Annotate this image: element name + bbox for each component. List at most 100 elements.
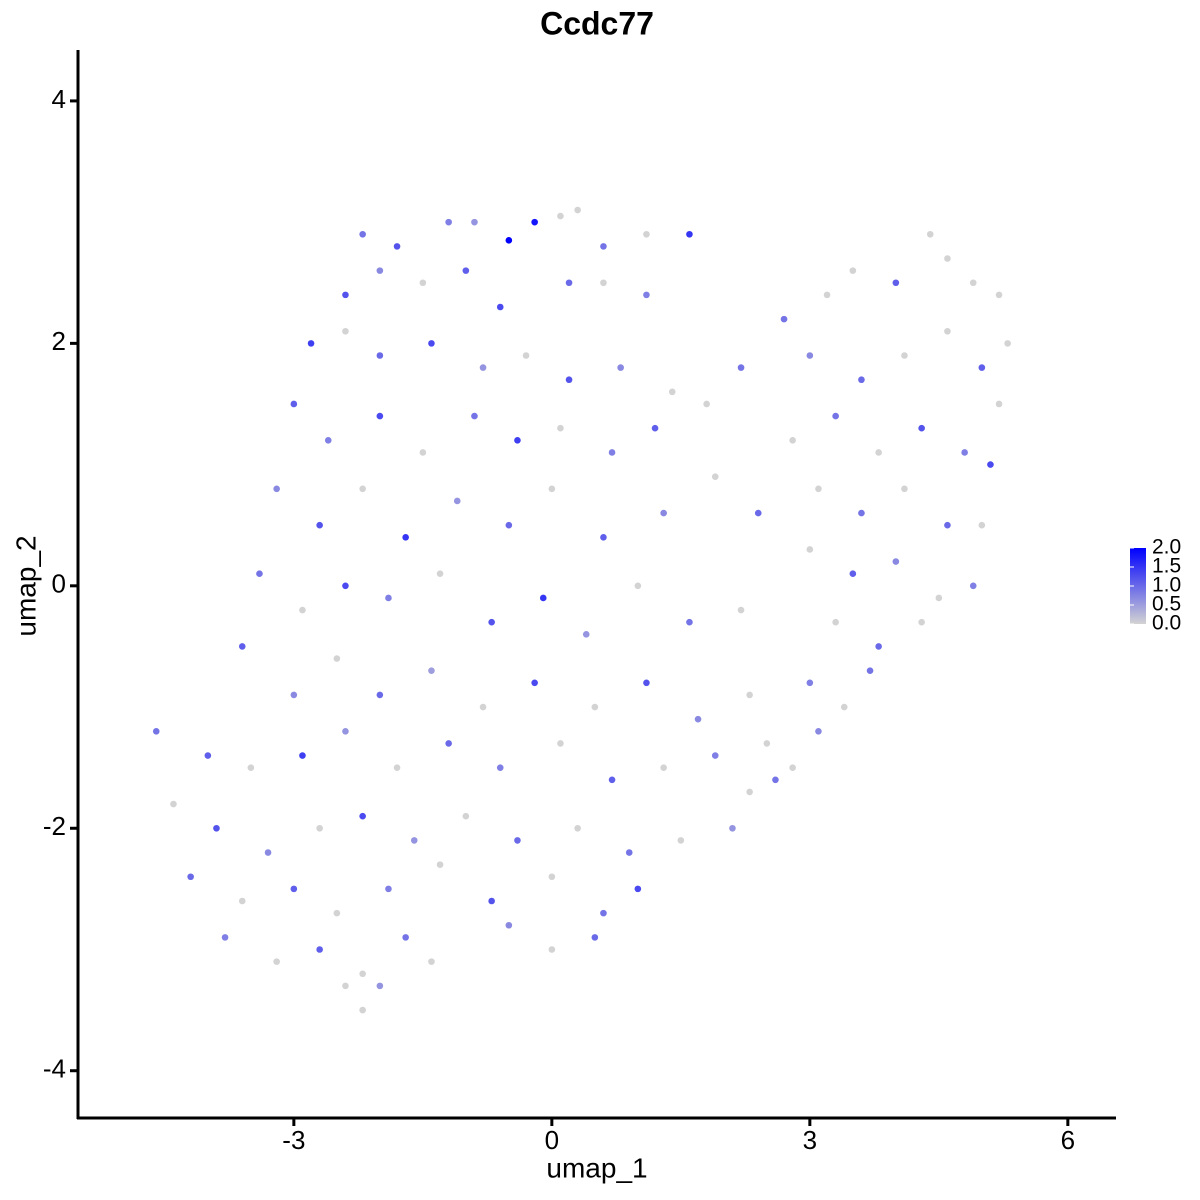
- cell-point: [772, 776, 779, 784]
- cell-point: [428, 958, 435, 965]
- cell-point: [643, 230, 650, 238]
- cell-point: [746, 788, 753, 796]
- cell-point: [901, 485, 908, 493]
- cell-point: [643, 679, 650, 687]
- cell-point: [393, 243, 401, 250]
- cell-point: [453, 497, 461, 505]
- cell-point: [634, 582, 642, 590]
- colorbar-tick-label: 1.5: [1152, 555, 1181, 578]
- cell-point: [840, 703, 848, 711]
- cell-point: [204, 752, 212, 759]
- cell-point: [849, 570, 857, 577]
- cell-point: [402, 934, 409, 941]
- cell-point: [505, 237, 513, 244]
- cell-point: [273, 958, 280, 965]
- colorbar-tick-label: 0.5: [1152, 593, 1181, 616]
- cell-point: [780, 315, 788, 323]
- cell-point: [333, 655, 341, 662]
- cell-point: [247, 764, 255, 771]
- cell-point: [591, 934, 599, 941]
- cell-point: [866, 667, 874, 674]
- cell-point: [858, 509, 865, 517]
- cell-point: [359, 485, 366, 493]
- cell-point: [522, 352, 530, 359]
- cell-point: [1004, 340, 1011, 347]
- cell-point: [815, 485, 822, 493]
- cell-point: [479, 364, 487, 371]
- cell-point: [410, 837, 418, 844]
- cell-point: [600, 534, 607, 541]
- cell-point: [290, 691, 298, 699]
- chart-title: Ccdc77: [540, 5, 654, 41]
- colorbar-tick-label: 0.0: [1152, 612, 1181, 635]
- cell-point: [918, 618, 925, 626]
- cell-point: [746, 691, 753, 699]
- cell-point: [514, 837, 521, 844]
- cell-point: [505, 921, 513, 929]
- cell-point: [402, 534, 409, 541]
- cell-point: [307, 340, 315, 347]
- cell-point: [600, 243, 607, 250]
- cell-point: [256, 570, 263, 577]
- cell-point: [359, 812, 366, 820]
- cell-point: [651, 424, 659, 432]
- cell-point: [376, 982, 384, 990]
- cell-point: [858, 376, 865, 384]
- cell-point: [342, 727, 349, 735]
- cell-point: [316, 946, 323, 953]
- cell-point: [892, 558, 900, 565]
- cell-point: [462, 812, 470, 820]
- cell-point: [668, 388, 676, 396]
- cell-point: [359, 970, 366, 978]
- cell-point: [488, 618, 495, 626]
- cell-point: [342, 982, 349, 990]
- cell-point: [806, 352, 814, 359]
- cell-point: [445, 740, 452, 747]
- cell-point: [789, 764, 796, 771]
- cell-point: [264, 849, 272, 856]
- cell-point: [376, 267, 384, 274]
- cell-point: [557, 740, 564, 747]
- cell-point: [299, 606, 306, 614]
- y-tick-label: -2: [43, 811, 66, 841]
- cell-point: [892, 279, 900, 287]
- cell-point: [617, 364, 624, 371]
- cell-point: [488, 897, 495, 905]
- cell-point: [359, 230, 366, 238]
- cell-point: [815, 727, 822, 735]
- cell-point: [660, 509, 667, 517]
- cell-point: [565, 279, 573, 287]
- cell-point: [496, 303, 504, 311]
- cell-point: [849, 267, 857, 274]
- cell-point: [273, 485, 280, 493]
- cell-point: [170, 800, 177, 808]
- cell-point: [376, 352, 384, 359]
- cell-point: [634, 885, 642, 893]
- cell-point: [600, 909, 607, 917]
- cell-point: [238, 897, 246, 905]
- cell-point: [324, 437, 332, 444]
- cell-point: [419, 279, 427, 287]
- cell-point: [514, 437, 521, 444]
- cell-point: [428, 340, 435, 347]
- cell-point: [213, 824, 220, 832]
- y-tick-label: 4: [52, 84, 66, 114]
- cell-point: [832, 618, 839, 626]
- cell-point: [290, 400, 298, 408]
- cell-point: [557, 212, 564, 220]
- cell-point: [729, 824, 736, 832]
- cell-point: [548, 873, 556, 881]
- cell-point: [187, 873, 194, 881]
- cell-point: [625, 849, 633, 856]
- cell-point: [152, 727, 160, 735]
- cell-point: [677, 837, 685, 844]
- cell-point: [428, 667, 435, 674]
- cell-point: [436, 570, 444, 577]
- cell-point: [238, 643, 246, 650]
- cell-point: [385, 885, 392, 893]
- cell-point: [505, 521, 513, 529]
- cell-point: [393, 764, 401, 771]
- cell-point: [359, 1006, 366, 1014]
- cell-point: [342, 291, 349, 299]
